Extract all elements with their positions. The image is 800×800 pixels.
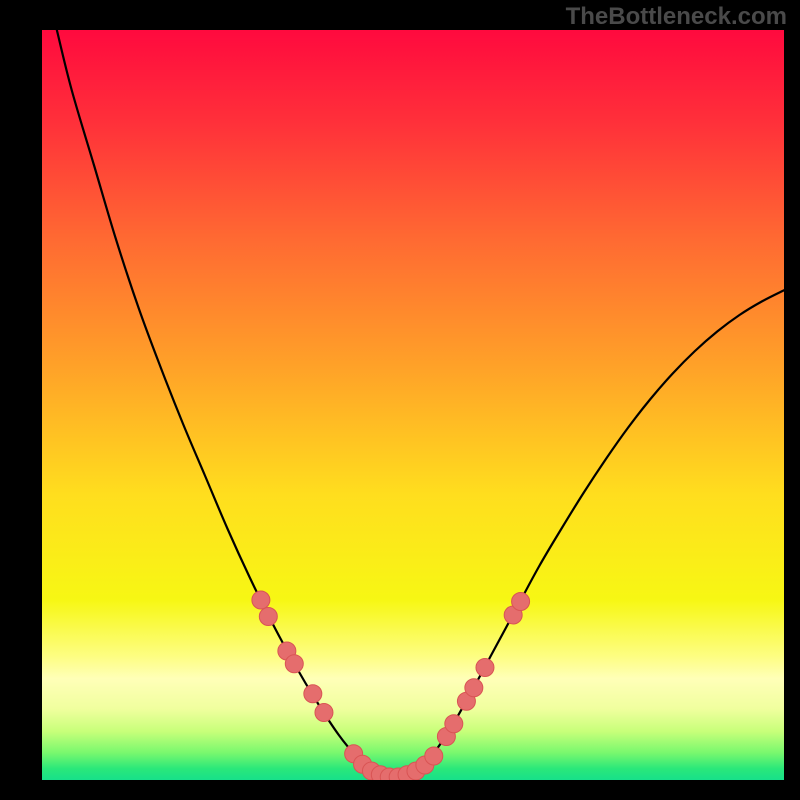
gradient-background — [42, 30, 784, 780]
curve-marker — [285, 655, 303, 673]
bottleneck-curve-chart — [42, 30, 784, 780]
curve-marker — [476, 659, 494, 677]
curve-marker — [465, 679, 483, 697]
curve-marker — [259, 608, 277, 626]
watermark-text: TheBottleneck.com — [566, 3, 787, 31]
curve-marker — [304, 685, 322, 703]
curve-marker — [315, 704, 333, 722]
curve-marker — [252, 591, 270, 609]
plot-area — [42, 30, 784, 780]
curve-marker — [445, 715, 463, 733]
chart-frame: TheBottleneck.com — [0, 0, 800, 800]
curve-marker — [425, 747, 443, 765]
curve-marker — [512, 593, 530, 611]
